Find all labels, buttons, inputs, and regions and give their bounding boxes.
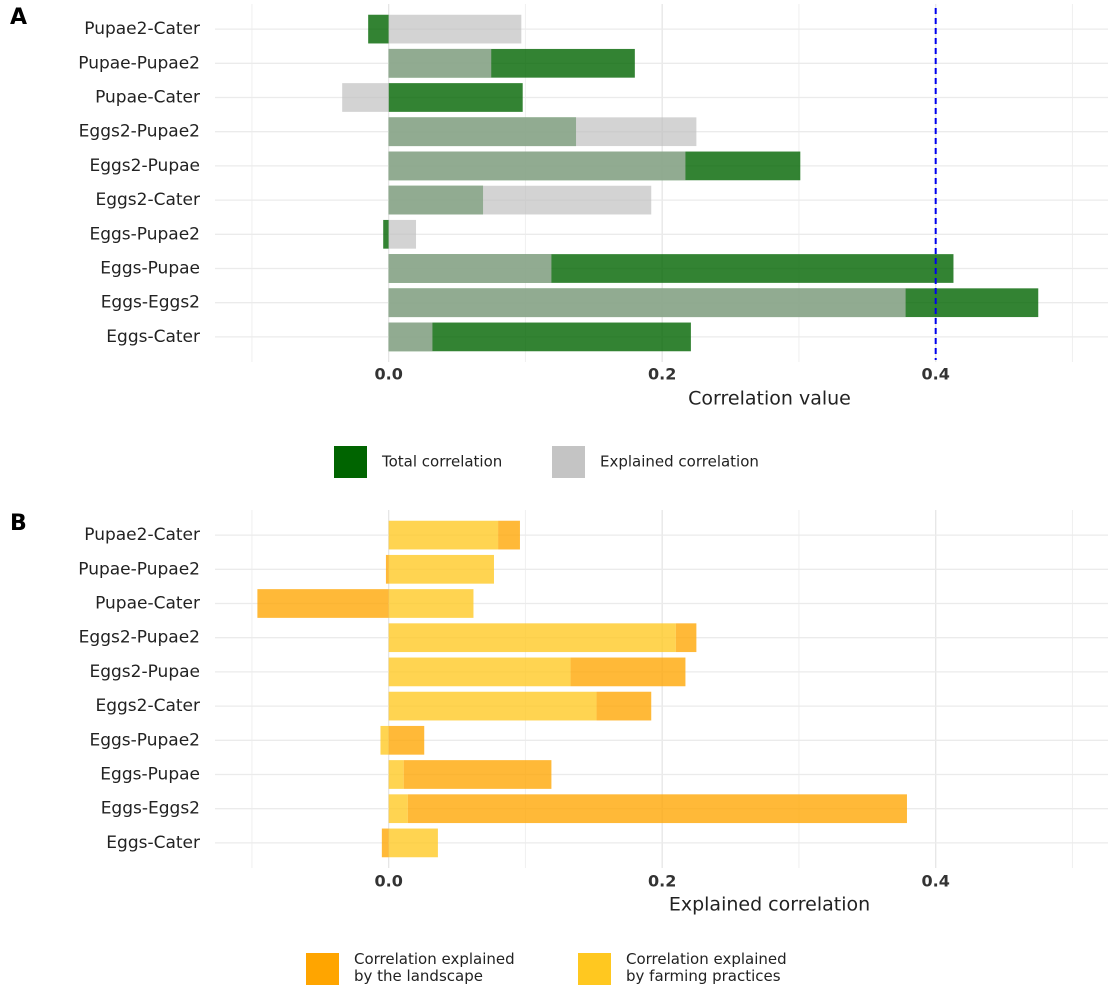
- bar: [388, 589, 474, 618]
- y-tick-label: Eggs2-Cater: [95, 696, 200, 716]
- y-tick-label: Eggs-Eggs2: [101, 799, 200, 819]
- y-tick-label: Eggs-Cater: [106, 327, 200, 347]
- panel-letter: B: [10, 511, 27, 536]
- y-tick-label: Pupae-Pupae2: [78, 53, 200, 73]
- y-tick-label: Eggs-Pupae: [100, 765, 200, 785]
- x-tick-label: 0.0: [375, 365, 403, 384]
- legend-label: Total correlation: [381, 453, 502, 471]
- bar: [383, 219, 389, 249]
- bar: [388, 520, 499, 550]
- bar: [388, 151, 686, 181]
- bar: [388, 691, 597, 721]
- bar: [388, 322, 433, 352]
- x-tick-label: 0.2: [648, 872, 676, 891]
- bar: [388, 117, 697, 147]
- bar: [388, 322, 691, 352]
- bar: [596, 691, 652, 721]
- y-tick-label: Eggs-Eggs2: [101, 293, 200, 313]
- bar: [388, 185, 652, 215]
- bar: [388, 219, 417, 249]
- y-tick-label: Eggs2-Pupae: [89, 156, 200, 176]
- y-tick-label: Pupae2-Cater: [84, 19, 200, 39]
- legend-label: Correlation explained by farming practic…: [626, 950, 787, 985]
- y-tick-label: Pupae2-Cater: [84, 525, 200, 545]
- bar: [388, 83, 523, 112]
- y-tick-label: Eggs-Pupae2: [89, 224, 200, 244]
- bar: [381, 828, 389, 858]
- bar: [675, 623, 697, 653]
- bar: [368, 14, 389, 44]
- bar: [385, 554, 389, 584]
- x-tick-label: 0.4: [922, 872, 950, 891]
- legend-label: Correlation explained by the landscape: [354, 950, 515, 985]
- bar: [342, 83, 389, 112]
- bar: [388, 794, 408, 824]
- x-axis-title: Explained correlation: [669, 894, 870, 916]
- legend-swatch: [578, 953, 611, 985]
- y-tick-label: Eggs-Pupae: [100, 259, 200, 279]
- bar: [388, 828, 438, 858]
- bar: [388, 657, 571, 687]
- panel-letter: A: [10, 5, 27, 30]
- legend-swatch: [552, 446, 585, 478]
- x-tick-label: 0.2: [648, 365, 676, 384]
- bar: [407, 794, 907, 824]
- bar: [403, 760, 552, 789]
- legend-swatch: [334, 446, 367, 478]
- bar: [388, 623, 676, 653]
- bar: [380, 725, 389, 755]
- bar: [388, 14, 522, 44]
- bar: [257, 589, 389, 618]
- legend-label: Explained correlation: [600, 453, 759, 471]
- bar: [388, 48, 492, 78]
- y-tick-label: Eggs-Pupae2: [89, 730, 200, 750]
- y-tick-label: Eggs2-Cater: [95, 190, 200, 210]
- y-tick-label: Pupae-Pupae2: [78, 559, 200, 579]
- y-tick-label: Pupae-Cater: [95, 594, 200, 614]
- y-tick-label: Eggs2-Pupae2: [79, 628, 200, 648]
- x-tick-label: 0.4: [922, 365, 950, 384]
- x-axis-title: Correlation value: [688, 388, 851, 410]
- y-tick-label: Eggs-Cater: [106, 833, 200, 853]
- y-tick-label: Pupae-Cater: [95, 88, 200, 108]
- bar: [570, 657, 686, 687]
- y-tick-label: Eggs2-Pupae: [89, 662, 200, 682]
- bar: [388, 554, 494, 584]
- x-tick-label: 0.0: [375, 872, 403, 891]
- bar: [388, 760, 404, 789]
- bar: [388, 725, 425, 755]
- y-tick-label: Eggs2-Pupae2: [79, 122, 200, 142]
- bar: [498, 520, 520, 550]
- bar: [388, 254, 552, 283]
- bar: [388, 288, 906, 318]
- legend-swatch: [306, 953, 339, 985]
